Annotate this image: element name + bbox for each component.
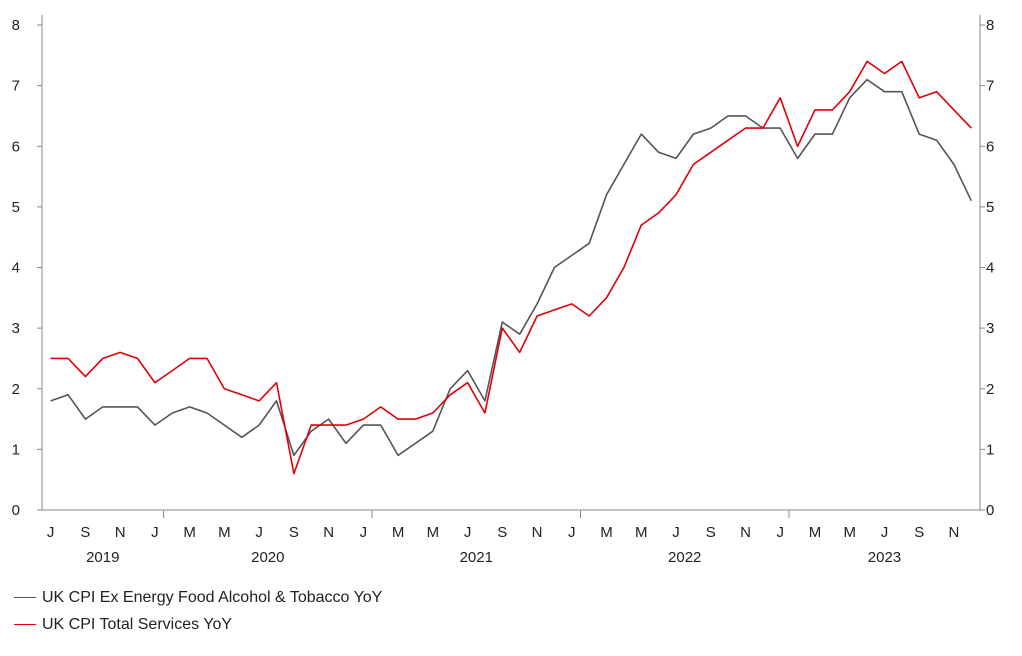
x-month-label: J bbox=[151, 524, 159, 541]
legend-swatch-core-cpi bbox=[14, 597, 36, 598]
x-month-label: J bbox=[464, 524, 472, 541]
y-tick-label-left: 5 bbox=[12, 199, 20, 216]
legend-item-core-cpi: UK CPI Ex Energy Food Alcohol & Tobacco … bbox=[14, 584, 382, 611]
x-month-label: J bbox=[881, 524, 889, 541]
y-tick-label-left: 1 bbox=[12, 441, 20, 458]
y-tick-label-left: 0 bbox=[12, 502, 20, 519]
x-month-label: S bbox=[289, 524, 299, 541]
x-month-label: J bbox=[568, 524, 576, 541]
x-month-label: S bbox=[706, 524, 716, 541]
chart-axes bbox=[41, 15, 981, 511]
y-tick-label-left: 6 bbox=[12, 138, 20, 155]
x-month-label: N bbox=[949, 524, 960, 541]
series-line-core-cpi bbox=[50, 78, 973, 457]
legend-item-services-cpi: UK CPI Total Services YoY bbox=[14, 611, 382, 638]
x-month-label: M bbox=[392, 524, 405, 541]
x-month-label: J bbox=[360, 524, 368, 541]
x-month-label: S bbox=[80, 524, 90, 541]
x-month-label: M bbox=[183, 524, 196, 541]
y-tick-label-right: 3 bbox=[986, 320, 994, 337]
y-axis-right-ticks: 0 1 2 3 4 5 6 7 8 bbox=[980, 17, 994, 519]
x-month-label: M bbox=[843, 524, 856, 541]
x-year-label: 2019 bbox=[86, 549, 119, 566]
y-tick-label-left: 4 bbox=[12, 260, 20, 277]
series-line-services-cpi bbox=[50, 60, 972, 475]
y-tick-label-right: 5 bbox=[986, 199, 994, 216]
x-month-label: N bbox=[740, 524, 751, 541]
x-year-label: 2022 bbox=[668, 549, 701, 566]
legend: UK CPI Ex Energy Food Alcohol & Tobacco … bbox=[14, 584, 382, 638]
y-tick-label-left: 3 bbox=[12, 320, 20, 337]
legend-label-services-cpi: UK CPI Total Services YoY bbox=[42, 615, 233, 633]
y-tick-label-right: 6 bbox=[986, 138, 994, 155]
y-tick-label-right: 2 bbox=[986, 381, 994, 398]
x-axis-ticks: J S N J M M J S N J M M J S N J M M J S N J M M J S N 2019 2020 2021 2… bbox=[47, 510, 959, 566]
y-axis-left-ticks: 0 1 2 3 4 5 6 7 8 bbox=[12, 17, 42, 519]
y-tick-label-left: 7 bbox=[12, 78, 20, 95]
x-month-label: M bbox=[218, 524, 231, 541]
x-month-label: M bbox=[427, 524, 440, 541]
x-year-label: 2021 bbox=[460, 549, 493, 566]
x-month-label: J bbox=[255, 524, 263, 541]
legend-swatch-services-cpi bbox=[14, 624, 36, 625]
x-month-label: M bbox=[635, 524, 648, 541]
y-tick-label-right: 8 bbox=[986, 17, 994, 34]
x-year-label: 2020 bbox=[251, 549, 284, 566]
y-tick-label-right: 4 bbox=[986, 260, 994, 277]
x-month-label: M bbox=[600, 524, 613, 541]
y-tick-label-left: 2 bbox=[12, 381, 20, 398]
legend-label-core-cpi: UK CPI Ex Energy Food Alcohol & Tobacco … bbox=[42, 588, 383, 606]
y-tick-label-right: 0 bbox=[986, 502, 994, 519]
y-tick-label-right: 1 bbox=[986, 441, 994, 458]
x-month-label: J bbox=[672, 524, 680, 541]
x-month-label: M bbox=[809, 524, 822, 541]
x-month-label: N bbox=[115, 524, 126, 541]
y-tick-label-left: 8 bbox=[12, 17, 20, 34]
y-tick-label-right: 7 bbox=[986, 78, 994, 95]
x-month-label: J bbox=[776, 524, 784, 541]
x-month-label: J bbox=[47, 524, 55, 541]
x-month-label: S bbox=[497, 524, 507, 541]
x-month-label: S bbox=[914, 524, 924, 541]
x-year-label: 2023 bbox=[868, 549, 901, 566]
x-month-label: N bbox=[323, 524, 334, 541]
x-month-label: N bbox=[532, 524, 543, 541]
series-layer bbox=[50, 60, 973, 475]
